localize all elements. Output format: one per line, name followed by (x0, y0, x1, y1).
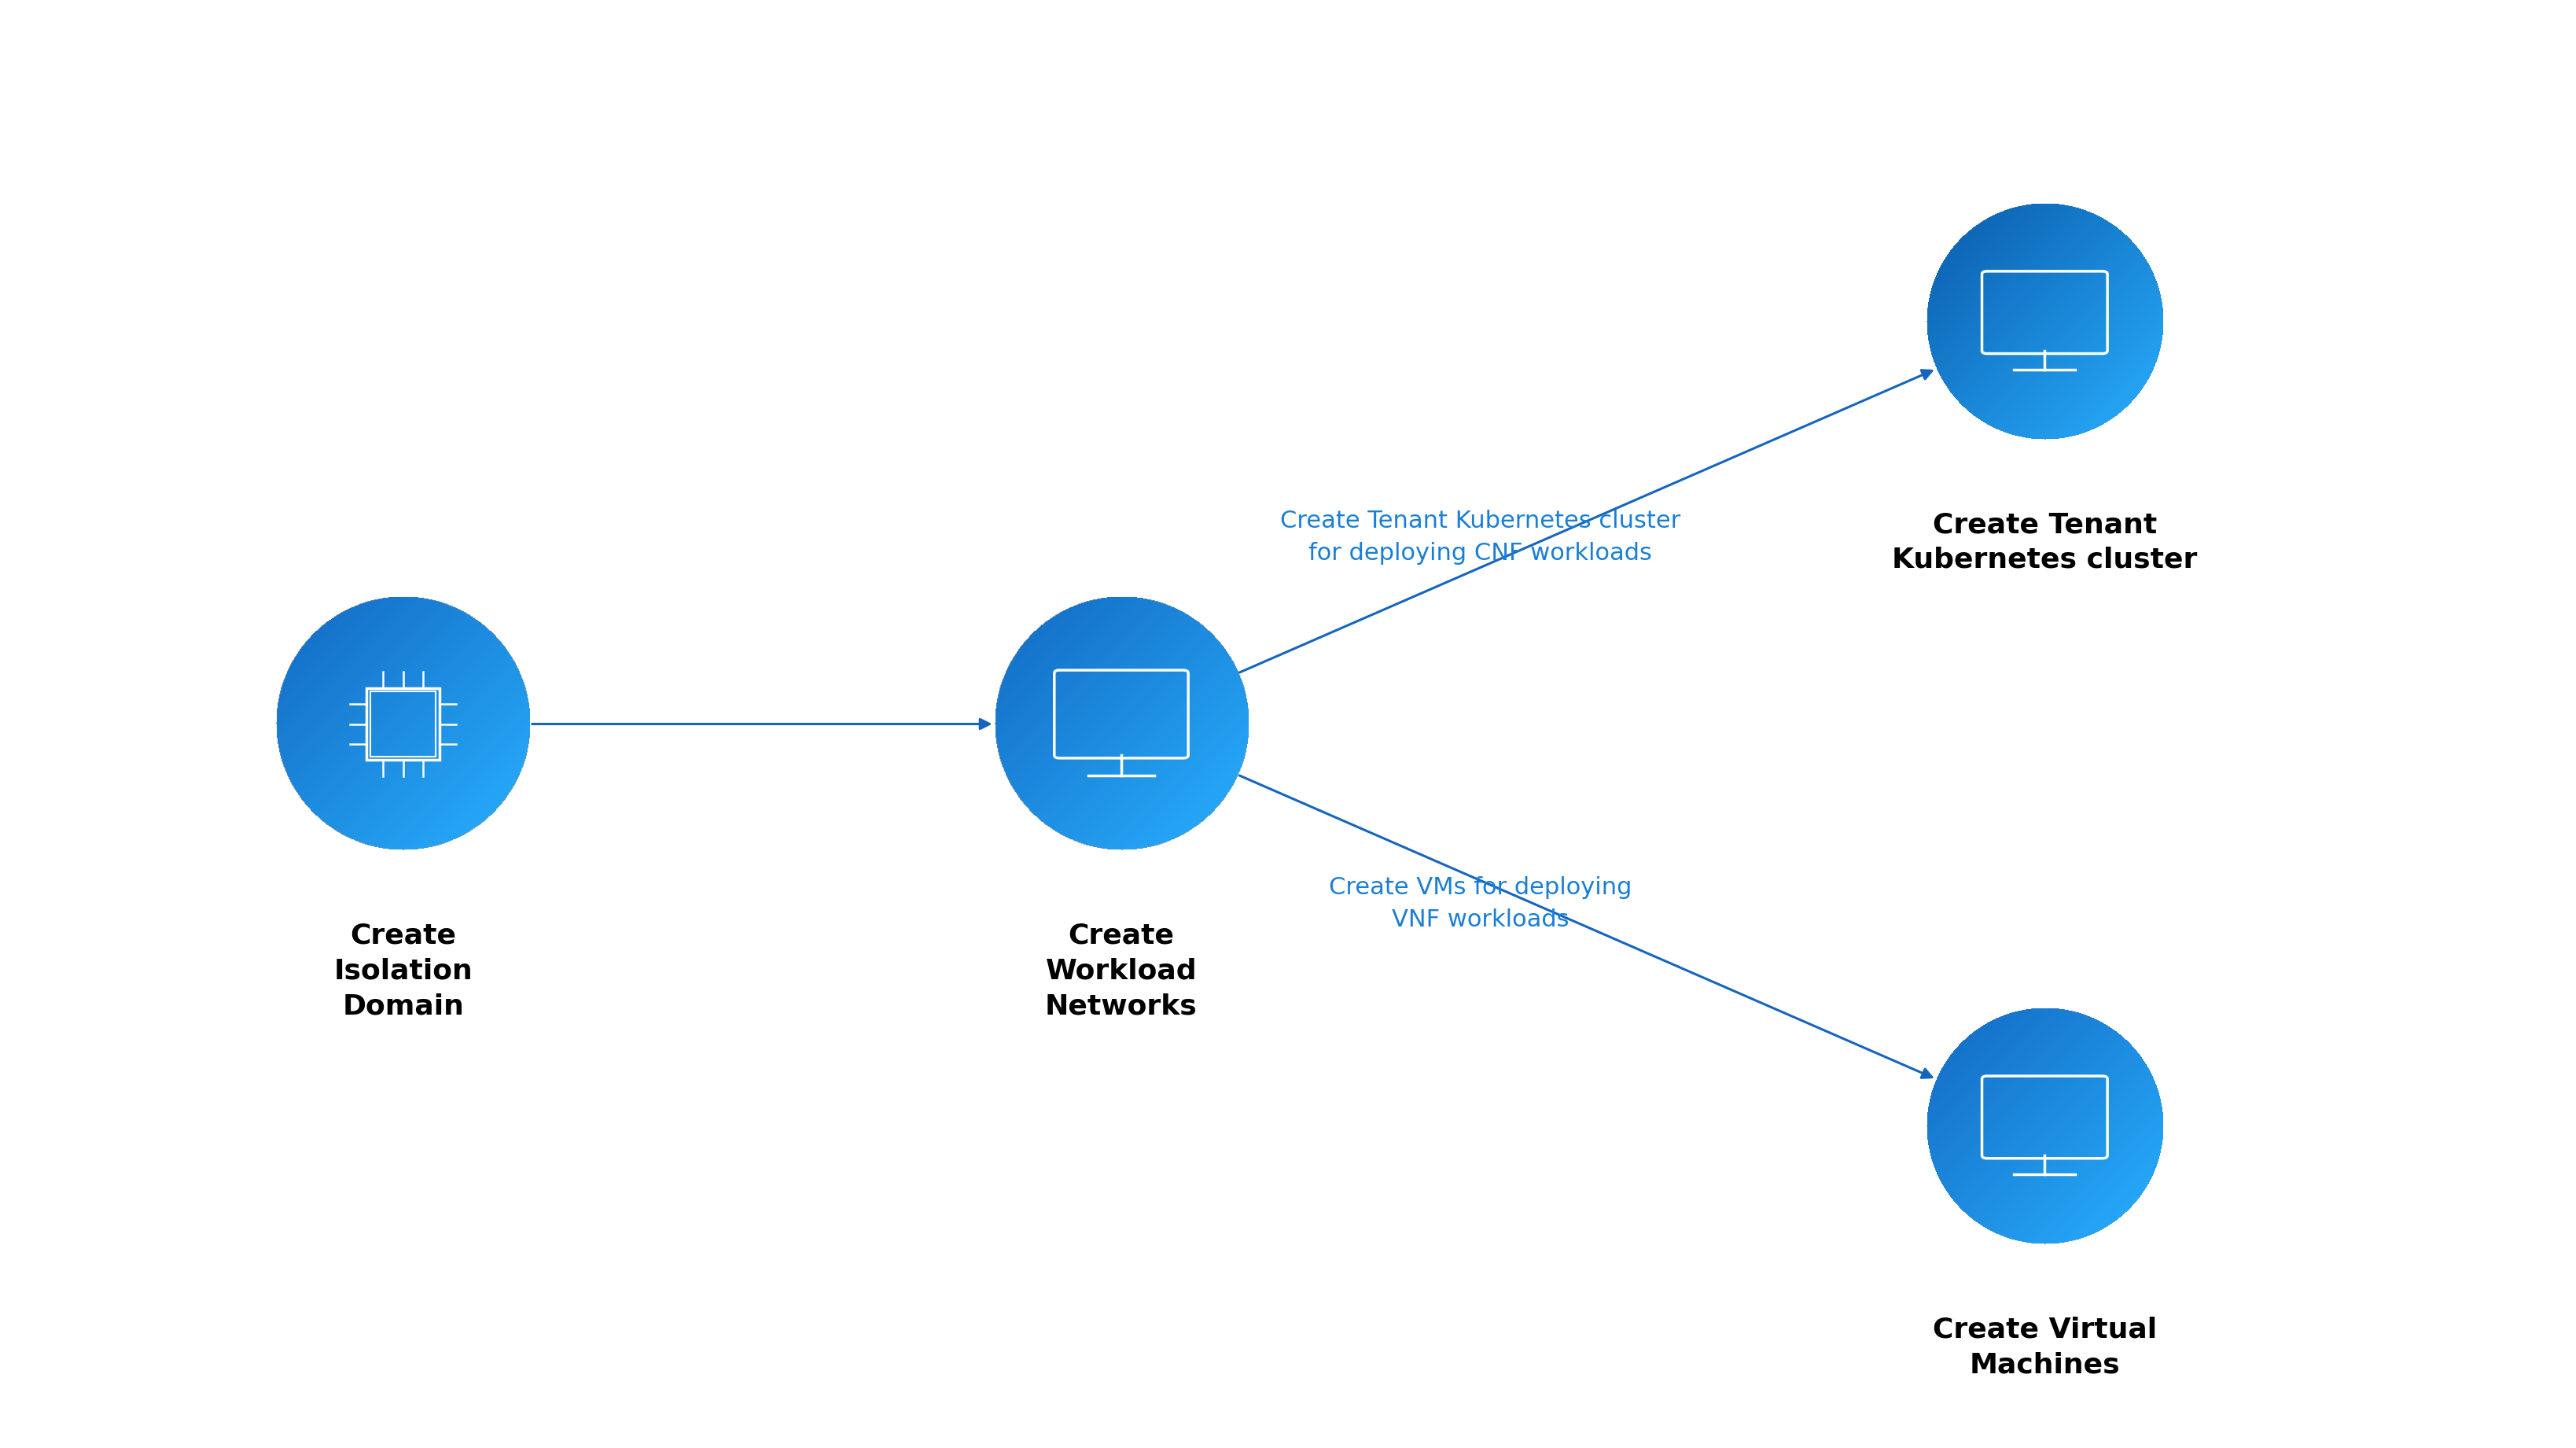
Text: Create Virtual
Machines: Create Virtual Machines (1932, 1316, 2156, 1378)
Text: Create Tenant
Kubernetes cluster: Create Tenant Kubernetes cluster (1891, 511, 2197, 573)
Text: Create
Workload
Networks: Create Workload Networks (1046, 922, 1198, 1019)
Text: Create Tenant Kubernetes cluster
for deploying CNF workloads: Create Tenant Kubernetes cluster for dep… (1280, 510, 1680, 565)
Text: Create
Isolation
Domain: Create Isolation Domain (332, 922, 471, 1019)
Bar (371, 692, 435, 756)
Text: Create VMs for deploying
VNF workloads: Create VMs for deploying VNF workloads (1329, 876, 1631, 931)
Bar (366, 688, 440, 760)
